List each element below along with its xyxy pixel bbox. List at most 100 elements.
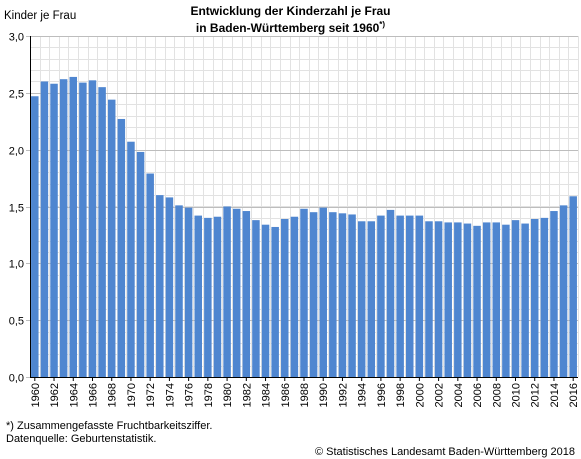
chart-title: Entwicklung der Kinderzahl je Frau in Ba… <box>0 4 581 35</box>
bar-1975 <box>175 205 183 377</box>
x-tick-label-2006: 2006 <box>472 383 484 407</box>
x-tick-label-2000: 2000 <box>414 383 426 407</box>
bar-1970 <box>127 141 135 377</box>
bar-2013 <box>540 217 549 377</box>
bar-1963 <box>59 79 68 378</box>
bar-2000 <box>415 215 424 377</box>
bar-1961 <box>40 81 49 377</box>
bar-1969 <box>117 118 126 377</box>
bar-2012 <box>530 219 539 377</box>
x-tick-label-1976: 1976 <box>184 383 196 407</box>
bar-1990 <box>319 207 327 377</box>
bar-1979 <box>213 216 222 377</box>
y-tick-label: 2,5 <box>9 89 24 101</box>
bar-2016 <box>569 196 577 377</box>
bar-1982 <box>242 211 251 377</box>
bar-1980 <box>223 206 231 377</box>
bar-2002 <box>434 221 443 377</box>
x-tick-label-1980: 1980 <box>222 383 234 407</box>
bar-2004 <box>454 222 462 377</box>
bar-1988 <box>300 208 308 377</box>
bar-1976 <box>184 207 193 377</box>
y-tick-label: 1,5 <box>9 203 24 215</box>
bar-1981 <box>232 208 241 377</box>
bar-1977 <box>194 215 202 377</box>
y-tick-label: 3,0 <box>9 32 24 44</box>
x-tick-label-1970: 1970 <box>126 383 138 407</box>
x-tick-label-1986: 1986 <box>280 383 292 407</box>
bar-1999 <box>406 215 414 377</box>
bar-1997 <box>386 209 395 377</box>
title-footnote-marker: *) <box>379 20 386 29</box>
x-tick-label-1964: 1964 <box>68 383 80 407</box>
y-tick-label: 1,0 <box>9 259 24 271</box>
bar-2006 <box>473 225 481 377</box>
bar-1987 <box>290 216 299 377</box>
bar-1998 <box>396 215 404 377</box>
x-tick-label-2004: 2004 <box>453 383 465 407</box>
x-tick-label-1978: 1978 <box>203 383 215 407</box>
bar-2010 <box>511 220 520 377</box>
y-axis-label: Kinder je Frau <box>4 10 77 22</box>
bar-2015 <box>559 205 568 377</box>
bar-1960 <box>31 96 39 377</box>
bar-1994 <box>357 221 366 377</box>
y-tick-label: 2,0 <box>9 146 24 158</box>
x-tick-label-1994: 1994 <box>357 383 369 407</box>
bar-1984 <box>261 224 270 377</box>
bar-1996 <box>377 215 385 377</box>
x-tick-label-1960: 1960 <box>30 383 42 407</box>
bar-1985 <box>271 226 279 377</box>
bar-1993 <box>348 214 356 377</box>
bar-1965 <box>79 82 87 377</box>
bar-2011 <box>521 223 529 377</box>
x-tick-label-2002: 2002 <box>434 383 446 407</box>
chart-title-line1: Entwicklung der Kinderzahl je Frau <box>190 4 391 18</box>
x-tick-label-1962: 1962 <box>49 383 61 407</box>
bar-1995 <box>367 221 376 377</box>
bar-1974 <box>165 197 174 377</box>
bar-1964 <box>69 76 78 378</box>
x-tick-label-1990: 1990 <box>318 383 330 407</box>
x-tick-label-2014: 2014 <box>549 383 561 407</box>
x-tick-label-2008: 2008 <box>491 383 503 407</box>
bar-1968 <box>107 99 116 378</box>
bar-1986 <box>281 219 289 377</box>
bar-2001 <box>425 221 433 377</box>
bar-1992 <box>338 213 347 377</box>
bar-1978 <box>204 217 212 377</box>
bar-1962 <box>50 83 58 378</box>
x-tick-label-2012: 2012 <box>530 383 542 407</box>
x-tick-label-1966: 1966 <box>87 383 99 407</box>
bar-2005 <box>463 223 472 377</box>
bar-1966 <box>88 80 97 377</box>
bar-1972 <box>146 173 154 377</box>
bar-2014 <box>550 211 558 377</box>
x-tick-label-1968: 1968 <box>107 383 119 407</box>
bar-1991 <box>329 212 337 377</box>
footnote: *) Zusammengefasste Fruchtbarkeitsziffer… <box>6 420 212 446</box>
footnote-line1: *) Zusammengefasste Fruchtbarkeitsziffer… <box>6 420 213 432</box>
copyright-text: © Statistisches Landesamt Baden-Württemb… <box>314 446 575 458</box>
bar-1973 <box>156 195 164 377</box>
bar-2007 <box>482 222 491 377</box>
x-tick-label-1988: 1988 <box>299 383 311 407</box>
x-tick-label-2016: 2016 <box>568 383 580 407</box>
x-tick-label-1996: 1996 <box>376 383 388 407</box>
x-tick-label-1984: 1984 <box>261 383 273 407</box>
footnote-line2: Datenquelle: Geburtenstatistik. <box>6 433 157 445</box>
bar-2009 <box>502 224 510 377</box>
bar-1971 <box>136 151 145 377</box>
bar-2008 <box>492 222 501 377</box>
x-tick-label-1974: 1974 <box>164 383 176 407</box>
y-tick-label: 0,5 <box>9 316 24 328</box>
x-tick-label-1992: 1992 <box>337 383 349 407</box>
chart-title-line2: in Baden-Württemberg seit 1960 <box>195 21 380 35</box>
x-tick-label-1972: 1972 <box>145 383 157 407</box>
y-tick-label: 0,0 <box>9 373 24 385</box>
bar-2003 <box>444 222 452 377</box>
x-tick-label-1998: 1998 <box>395 383 407 407</box>
bar-1967 <box>98 87 106 378</box>
x-tick-label-1982: 1982 <box>241 383 253 407</box>
